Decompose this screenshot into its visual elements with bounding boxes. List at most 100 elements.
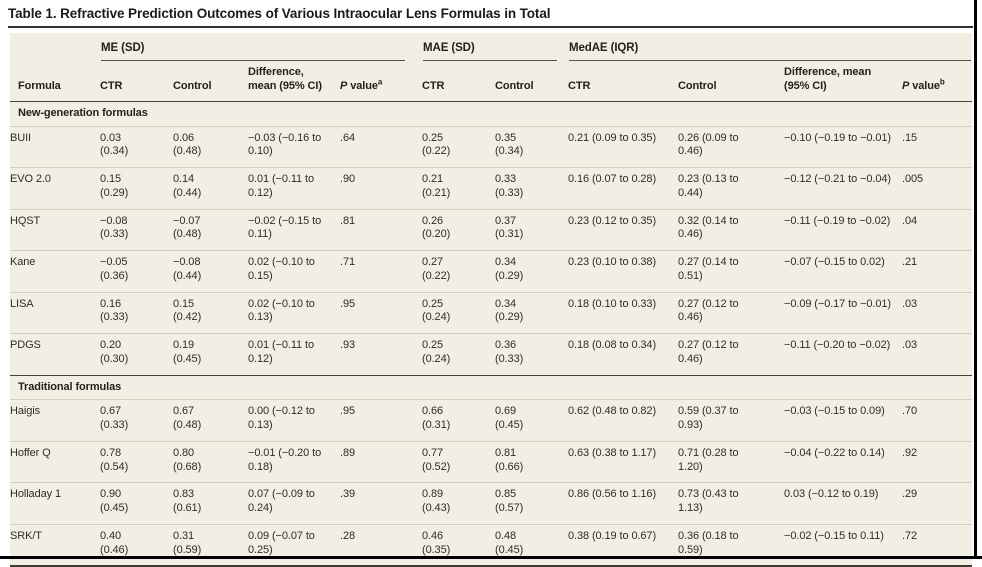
group-me-label: ME (SD) — [101, 41, 406, 62]
formula-cell: Haigis — [10, 405, 40, 418]
col-formula: Formula — [18, 80, 61, 93]
value-cell: 0.46 (0.35) — [422, 529, 451, 556]
value-cell: .81 — [340, 214, 355, 227]
section-label: Traditional formulas — [18, 380, 122, 393]
value-cell: 0.23 (0.13 to 0.44) — [678, 173, 739, 199]
value-cell: 0.77 (0.52) — [422, 446, 451, 473]
value-cell: 0.15 (0.42) — [173, 297, 202, 324]
value-cell: 0.73 (0.43 to 1.13) — [678, 488, 739, 515]
value-cell: 0.09 (−0.07 to 0.25) — [248, 529, 315, 556]
value-cell: 0.16 (0.33) — [100, 297, 129, 324]
table-container: ME (SD) MAE (SD) MedAE (IQR) Formula CTR… — [10, 33, 973, 567]
value-cell: 0.34 (0.29) — [495, 297, 524, 324]
table-row: BUII 0.03 (0.34) 0.06 (0.48) −0.03 (−0.16 t… — [10, 126, 973, 168]
value-cell: 0.38 (0.19 to 0.67) — [568, 529, 657, 542]
value-cell: 0.07 (−0.09 to 0.24) — [248, 488, 315, 515]
value-cell: 0.32 (0.14 to 0.46) — [678, 214, 739, 241]
value-cell: −0.11 (−0.20 to −0.02) — [784, 339, 891, 352]
value-cell: 0.66 (0.31) — [422, 405, 451, 432]
value-cell: .005 — [902, 173, 924, 186]
value-cell: 0.48 (0.45) — [495, 529, 524, 556]
col-me-pvalue: P valuea — [340, 62, 422, 101]
value-cell: 0.03 (0.34) — [100, 131, 129, 158]
formula-cell: PDGS — [10, 339, 41, 352]
group-medae-label: MedAE (IQR) — [569, 41, 972, 62]
value-cell: .95 — [340, 405, 355, 418]
value-cell: 0.27 (0.12 to 0.46) — [678, 297, 739, 324]
value-cell: .28 — [340, 529, 355, 542]
value-cell: 0.59 (0.37 to 0.93) — [678, 405, 739, 432]
value-cell: .03 — [902, 297, 918, 310]
value-cell: .64 — [340, 131, 355, 144]
value-cell: 0.27 (0.14 to 0.51) — [678, 256, 739, 282]
table-row: HQST −0.08 (0.33) −0.07 (0.48) −0.02 (−0.15… — [10, 209, 973, 251]
column-header-row: Formula CTR Control Difference, mean (95… — [10, 62, 972, 101]
formula-cell: BUII — [10, 131, 31, 144]
value-cell: 0.21 (0.21) — [422, 173, 451, 199]
value-cell: .39 — [340, 488, 355, 501]
value-cell: −0.02 (−0.15 to 0.11) — [784, 529, 884, 542]
value-cell: −0.11 (−0.19 to −0.02) — [784, 214, 891, 227]
col-mae-control: Control — [495, 80, 534, 93]
group-me: ME (SD) — [100, 33, 422, 62]
page-frame-bottom-border — [0, 556, 982, 559]
value-cell: −0.10 (−0.19 to −0.01) — [784, 131, 891, 144]
value-cell: .21 — [902, 256, 918, 269]
value-cell: 0.27 (0.12 to 0.46) — [678, 339, 739, 365]
p-italic: P — [340, 80, 348, 93]
table-row: PDGS 0.20 (0.30) 0.19 (0.45) 0.01 (−0.11 to… — [10, 333, 973, 376]
value-cell: 0.02 (−0.10 to 0.13) — [248, 297, 315, 324]
value-cell: 0.25 (0.22) — [422, 131, 451, 158]
value-cell: 0.37 (0.31) — [495, 214, 524, 241]
group-header-row: ME (SD) MAE (SD) MedAE (IQR) — [10, 33, 972, 62]
value-cell: 0.26 (0.20) — [422, 214, 451, 241]
col-medae-ctr: CTR — [568, 80, 591, 93]
table-header: ME (SD) MAE (SD) MedAE (IQR) Formula CTR… — [10, 33, 972, 101]
value-cell: .29 — [902, 488, 918, 501]
value-cell: .93 — [340, 339, 355, 352]
value-cell: 0.36 (0.18 to 0.59) — [678, 529, 739, 556]
value-cell: .95 — [340, 297, 355, 310]
value-cell: 0.35 (0.34) — [495, 131, 524, 158]
value-cell: −0.04 (−0.22 to 0.14) — [784, 446, 885, 459]
formula-cell: LISA — [10, 297, 34, 310]
value-cell: 0.18 (0.10 to 0.33) — [568, 297, 657, 310]
value-cell: .03 — [902, 339, 918, 352]
value-cell: −0.01 (−0.20 to 0.18) — [248, 446, 322, 473]
value-cell: 0.90 (0.45) — [100, 488, 129, 515]
table-row: Kane −0.05 (0.36) −0.08 (0.44) 0.02 (−0.10 … — [10, 250, 973, 293]
value-cell: .72 — [902, 529, 918, 542]
value-cell: 0.81 (0.66) — [495, 446, 524, 473]
value-cell: 0.26 (0.09 to 0.46) — [678, 131, 739, 158]
formula-cell: Hoffer Q — [10, 446, 51, 459]
p-superscript-a: a — [377, 77, 383, 87]
formula-cell: SRK/T — [10, 529, 42, 542]
value-cell: 0.67 (0.48) — [173, 405, 202, 432]
table-row: Holladay 1 0.90 (0.45) 0.83 (0.61) 0.07 (−0… — [10, 482, 973, 525]
value-cell: 0.23 (0.12 to 0.35) — [568, 214, 657, 227]
value-cell: 0.14 (0.44) — [173, 173, 202, 199]
formula-cell: EVO 2.0 — [10, 173, 51, 186]
value-cell: −0.08 (0.44) — [173, 256, 202, 282]
table-row: Haigis 0.67 (0.33) 0.67 (0.48) 0.00 (−0.12 … — [10, 399, 973, 442]
value-cell: .71 — [340, 256, 355, 269]
col-mae-ctr: CTR — [422, 80, 445, 93]
formula-cell: Kane — [10, 256, 36, 269]
group-spacer — [10, 33, 100, 62]
col-me-difference: Difference, mean (95% CI) — [248, 66, 322, 93]
value-cell: −0.09 (−0.17 to −0.01) — [784, 297, 891, 310]
p-superscript-b: b — [939, 77, 945, 87]
value-cell: 0.62 (0.48 to 0.82) — [568, 405, 657, 418]
value-cell: 0.27 (0.22) — [422, 256, 451, 282]
page-frame-right-border — [974, 0, 977, 559]
value-cell: 0.36 (0.33) — [495, 339, 524, 365]
col-me-ctr: CTR — [100, 80, 123, 93]
formula-cell: Holladay 1 — [10, 488, 61, 501]
value-cell: 0.18 (0.08 to 0.34) — [568, 339, 657, 352]
value-cell: .90 — [340, 173, 355, 186]
value-cell: .04 — [902, 214, 918, 227]
value-cell: 0.20 (0.30) — [100, 339, 129, 365]
col-medae-control: Control — [678, 80, 717, 93]
value-cell: 0.25 (0.24) — [422, 339, 451, 365]
value-cell: 0.01 (−0.11 to 0.12) — [248, 173, 314, 199]
